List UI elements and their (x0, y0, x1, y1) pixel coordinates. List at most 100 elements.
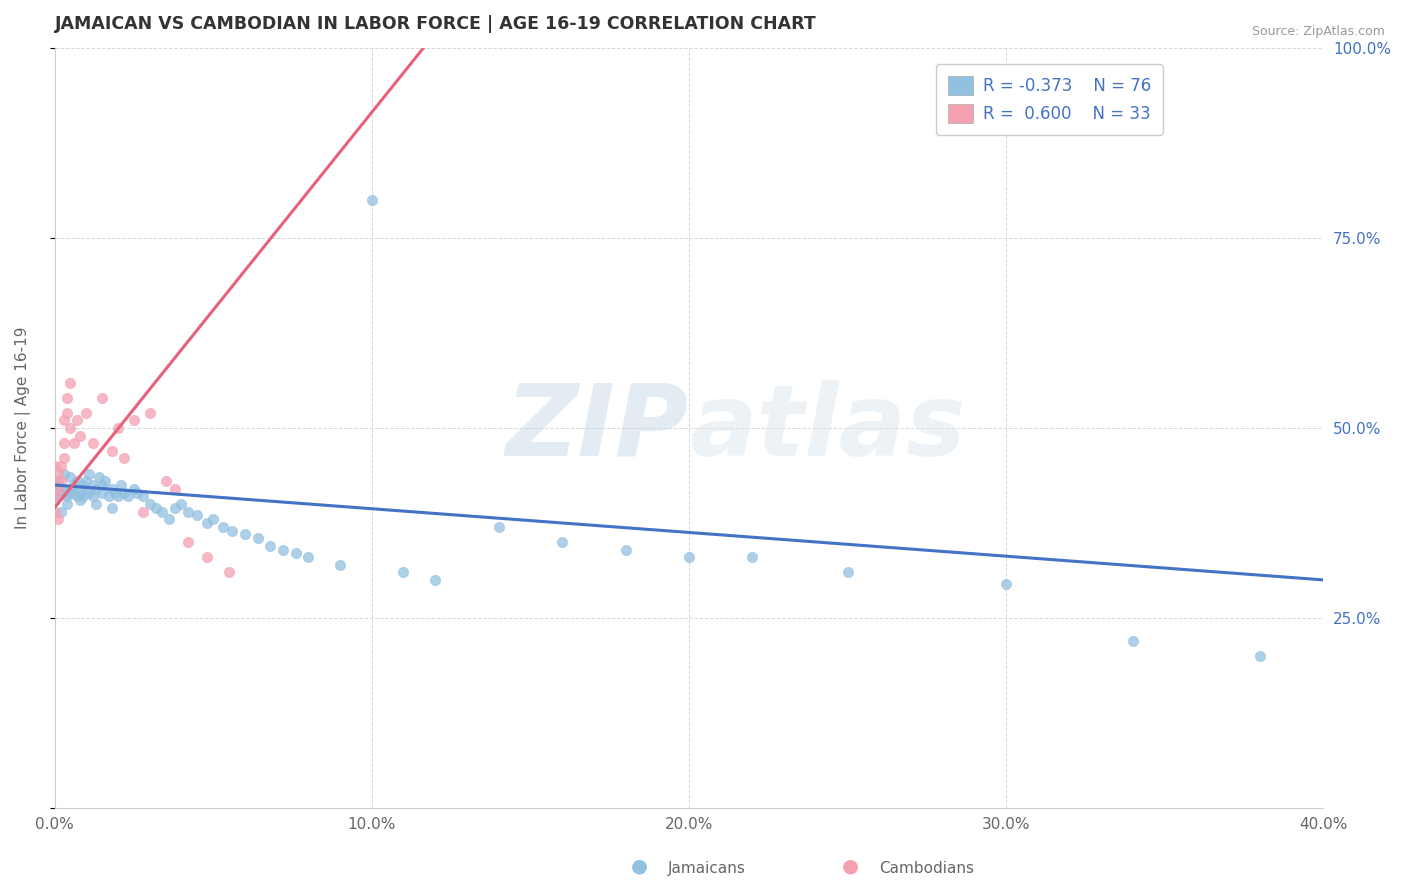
Point (211, 520, 233, 534)
Point (271, 542, 294, 557)
Point (551, 535, 574, 549)
Point (59, 421, 82, 435)
Point (259, 539, 281, 553)
Point (75, 482, 97, 496)
Point (100, 482, 122, 496)
Text: Jamaicans: Jamaicans (668, 861, 745, 876)
Point (165, 482, 187, 496)
Point (221, 524, 243, 538)
Text: JAMAICAN VS CAMBODIAN IN LABOR FORCE | AGE 16-19 CORRELATION CHART: JAMAICAN VS CAMBODIAN IN LABOR FORCE | A… (55, 15, 817, 33)
Point (59, 485, 82, 500)
Text: Cambodians: Cambodians (879, 861, 974, 876)
Point (107, 421, 129, 435)
Point (218, 566, 240, 580)
Point (125, 485, 148, 500)
Point (82, 478, 104, 492)
Point (53, 485, 76, 500)
Point (392, 566, 415, 580)
Point (100, 443, 122, 458)
Point (46, 482, 69, 496)
Point (100, 500, 122, 515)
Point (97, 489, 120, 503)
Point (82, 436, 104, 450)
Legend: R = -0.373    N = 76, R =  0.600    N = 33: R = -0.373 N = 76, R = 0.600 N = 33 (936, 64, 1163, 135)
Point (56, 497, 79, 511)
Point (69, 485, 91, 500)
Point (69, 493, 91, 508)
Point (44, 493, 66, 508)
Point (678, 550, 700, 565)
Point (44, 478, 66, 492)
Point (112, 485, 135, 500)
Point (49, 474, 72, 488)
Point (152, 505, 174, 519)
Point (195, 550, 218, 565)
Point (82, 489, 104, 503)
Point (44, 458, 66, 473)
Point (157, 512, 180, 526)
Point (59, 470, 82, 484)
Point (177, 535, 200, 549)
Point (614, 542, 637, 557)
Point (53, 451, 76, 466)
Point (132, 505, 155, 519)
Point (104, 485, 127, 500)
Point (195, 516, 218, 530)
Point (66, 489, 89, 503)
Text: atlas: atlas (689, 380, 966, 476)
Point (44, 505, 66, 519)
Point (44, 474, 66, 488)
Text: ZIP: ZIP (506, 380, 689, 476)
Point (177, 505, 200, 519)
Point (53, 436, 76, 450)
Point (56, 391, 79, 405)
Point (122, 413, 145, 427)
Point (59, 376, 82, 390)
Point (46, 467, 69, 481)
Point (139, 497, 162, 511)
Text: ●: ● (842, 857, 859, 876)
Point (72, 489, 94, 503)
Point (186, 508, 208, 523)
Point (170, 497, 193, 511)
Point (84, 497, 107, 511)
Point (107, 489, 129, 503)
Text: ●: ● (631, 857, 648, 876)
Point (741, 550, 763, 565)
Point (46, 489, 69, 503)
Point (53, 413, 76, 427)
Point (49, 482, 72, 496)
Point (139, 406, 162, 420)
Point (66, 413, 89, 427)
Point (329, 558, 352, 572)
Point (91, 478, 114, 492)
Point (94, 474, 117, 488)
Point (87, 470, 110, 484)
Point (1122, 633, 1144, 648)
Point (53, 467, 76, 481)
Point (360, 194, 382, 208)
Point (72, 478, 94, 492)
Point (488, 520, 510, 534)
Point (62, 485, 84, 500)
Point (233, 527, 256, 541)
Point (44, 485, 66, 500)
Point (91, 391, 114, 405)
Point (425, 573, 447, 587)
Text: Source: ZipAtlas.com: Source: ZipAtlas.com (1251, 25, 1385, 38)
Point (155, 474, 177, 488)
Point (122, 482, 145, 496)
Point (110, 478, 132, 492)
Point (56, 406, 79, 420)
Point (46, 474, 69, 488)
Point (837, 566, 859, 580)
Point (49, 505, 72, 519)
Point (56, 489, 79, 503)
Point (79, 485, 101, 500)
Point (84, 482, 107, 496)
Point (59, 482, 82, 496)
Point (112, 451, 135, 466)
Point (995, 576, 1018, 591)
Point (284, 546, 307, 560)
Point (117, 489, 139, 503)
